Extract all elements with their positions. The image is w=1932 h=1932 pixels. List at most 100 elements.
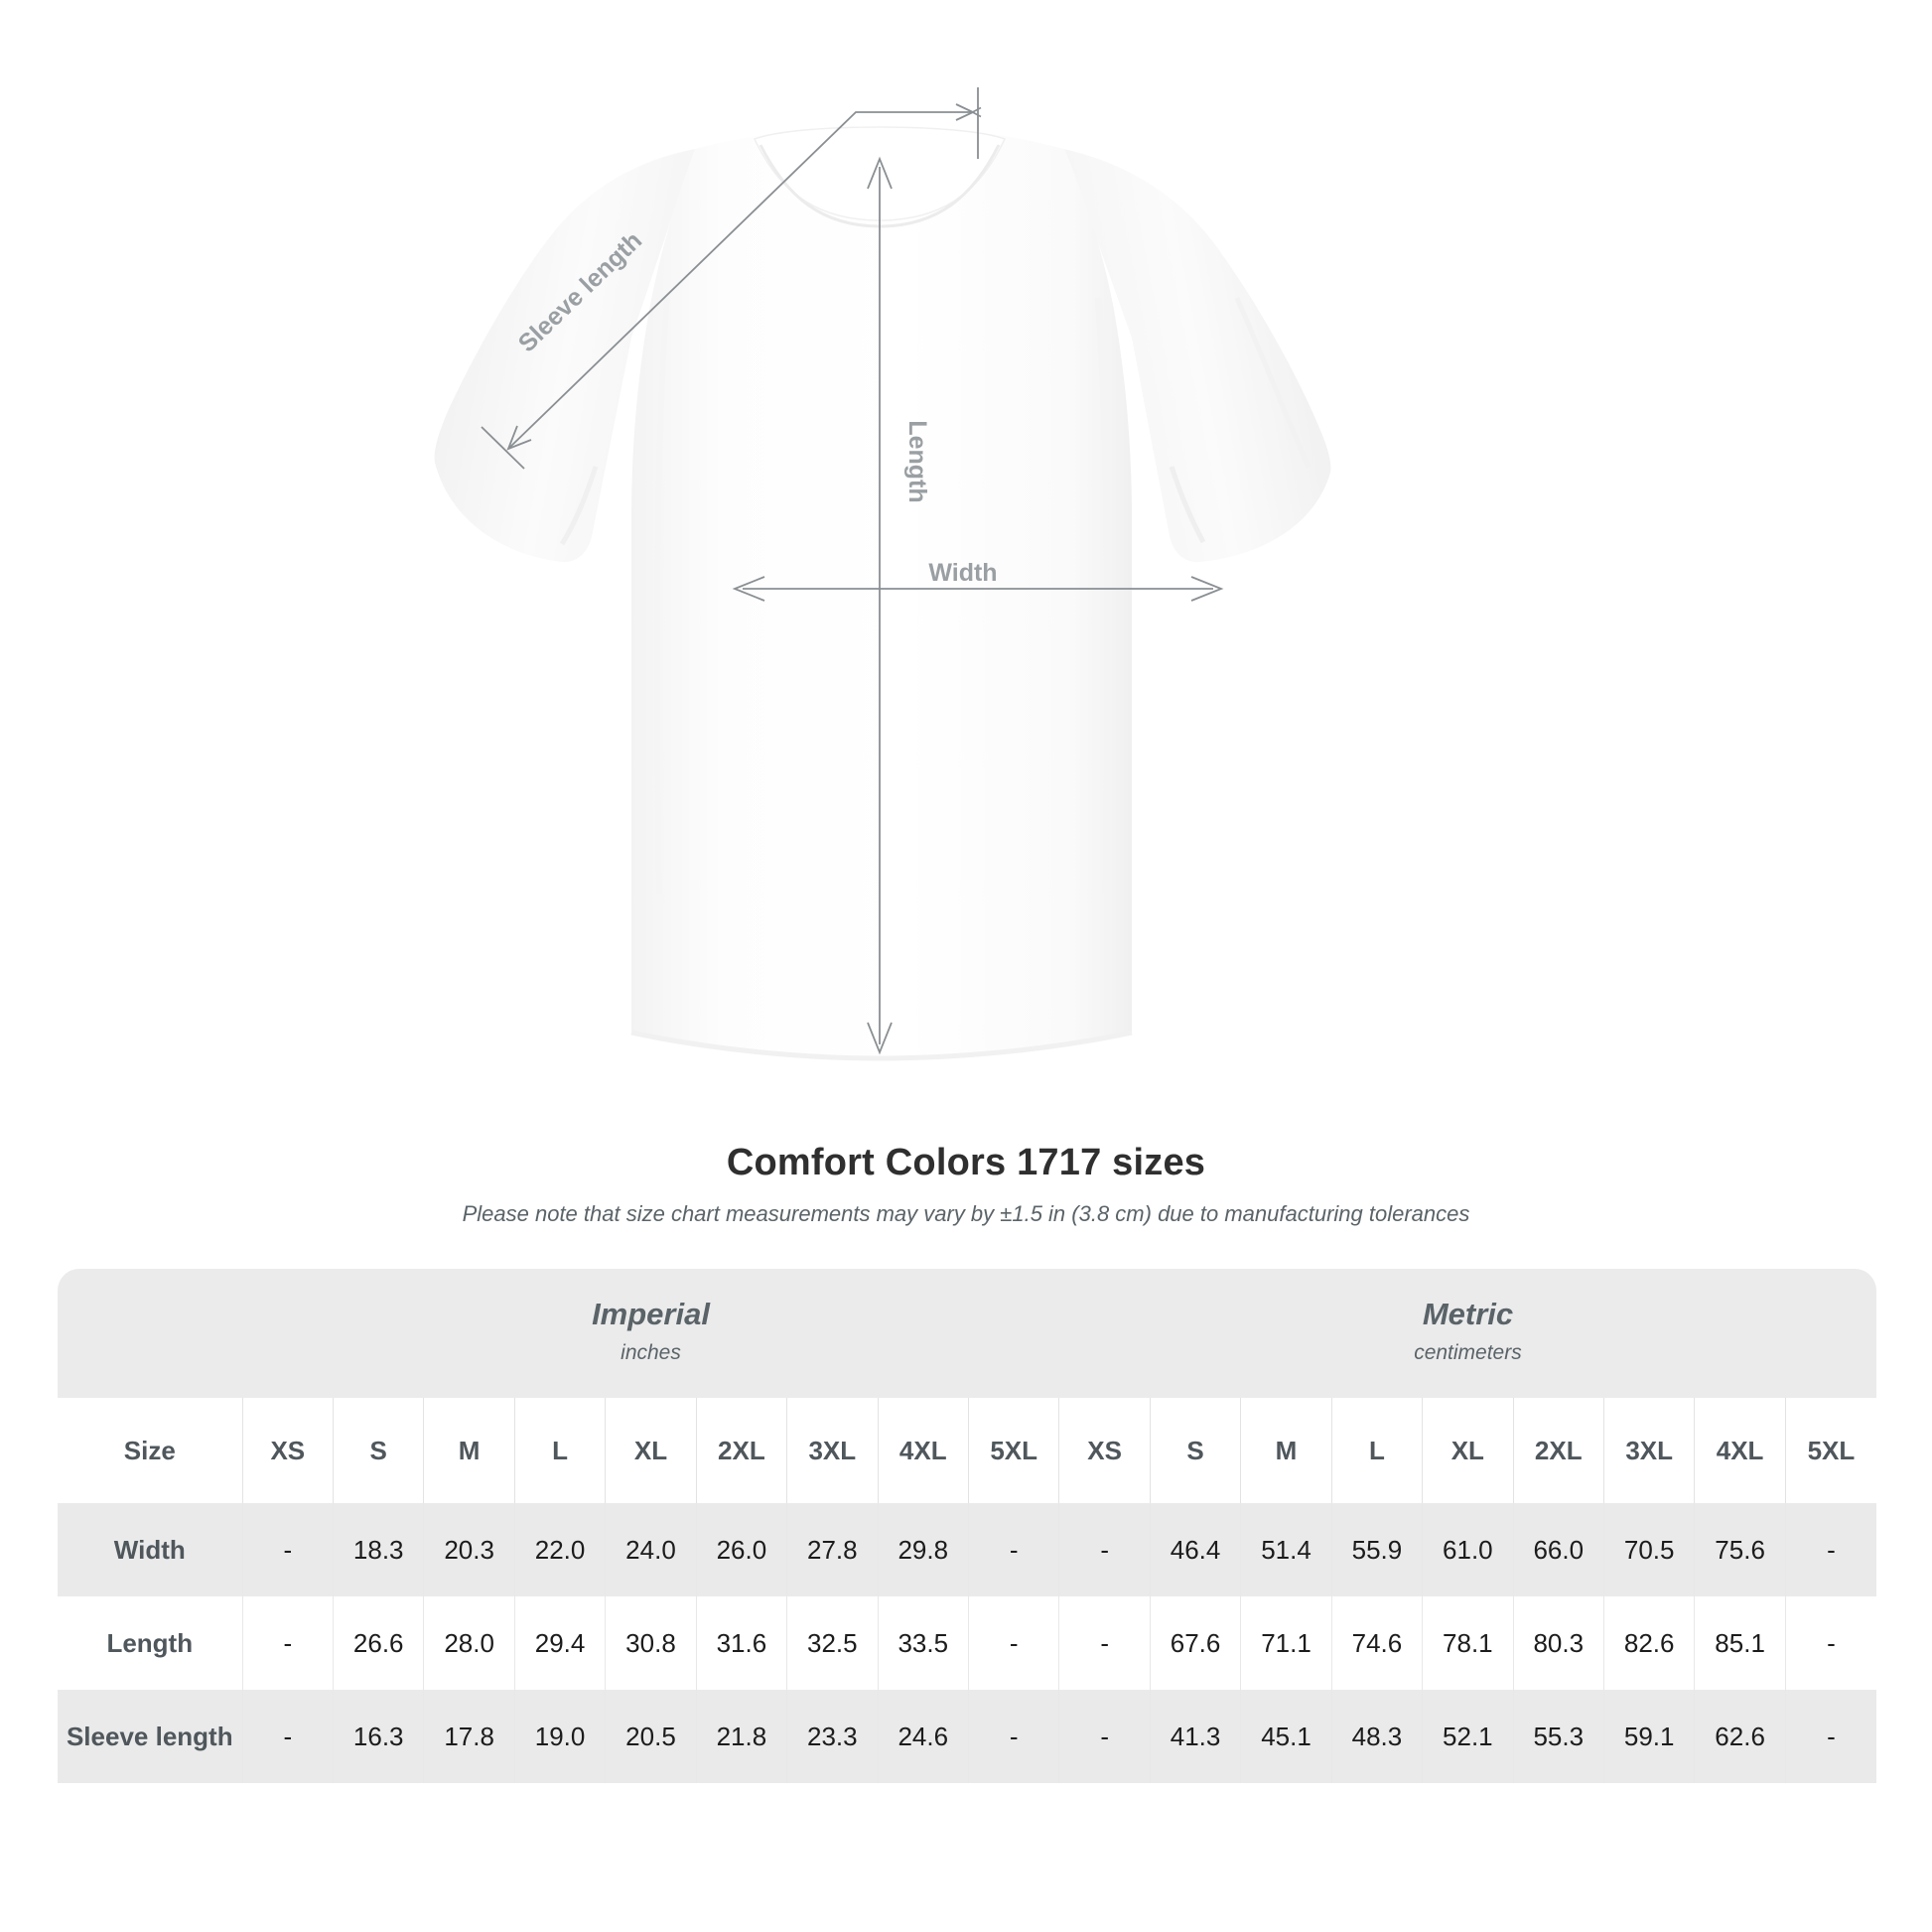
- sleeve-shadow-right: [1234, 297, 1311, 469]
- fold-right: [1094, 297, 1112, 895]
- sleeve-fold-right: [1169, 466, 1206, 544]
- title-block: Comfort Colors 1717 sizes Please note th…: [0, 1140, 1932, 1229]
- cell-length-imperial-s: 26.6: [332, 1596, 424, 1690]
- cell-length-imperial-xs: -: [241, 1596, 334, 1690]
- unit-header-spacer: [58, 1269, 243, 1398]
- cell-width-metric-3xl: 70.5: [1602, 1503, 1695, 1596]
- cell-sleeve-metric-3xl: 59.1: [1602, 1690, 1695, 1783]
- unit-sub-imperial: inches: [621, 1341, 681, 1364]
- header-size-imperial-l: L: [513, 1398, 606, 1503]
- sleeve-fold-left: [559, 466, 599, 546]
- header-size-metric-l: L: [1330, 1398, 1423, 1503]
- width-label: Width: [928, 559, 997, 587]
- tshirt-diagram: Sleeve length Length Width: [434, 87, 1331, 1061]
- cell-width-imperial-xl: 24.0: [605, 1503, 697, 1596]
- unit-header-imperial: Imperial inches: [242, 1269, 1059, 1398]
- header-size-imperial-xl: XL: [605, 1398, 697, 1503]
- table-row: Width - 18.3 20.3 22.0 24.0 26.0 27.8 29…: [58, 1503, 1876, 1596]
- cell-sleeve-metric-xl: 52.1: [1422, 1690, 1514, 1783]
- sleeve-arrow-right: [955, 103, 976, 121]
- cell-sleeve-imperial-4xl: 24.6: [877, 1690, 969, 1783]
- row-label-width: Width: [58, 1503, 243, 1596]
- row-label-sleeve-length: Sleeve length: [58, 1690, 243, 1783]
- cell-sleeve-metric-2xl: 55.3: [1512, 1690, 1604, 1783]
- cell-length-metric-2xl: 80.3: [1512, 1596, 1604, 1690]
- cell-width-metric-xs: -: [1058, 1503, 1151, 1596]
- measurement-guides: [481, 87, 1224, 1055]
- cell-width-metric-l: 55.9: [1330, 1503, 1423, 1596]
- tshirt-illustration: [434, 126, 1331, 1061]
- cell-sleeve-imperial-xl: 20.5: [605, 1690, 697, 1783]
- header-size-metric-xl: XL: [1422, 1398, 1514, 1503]
- cell-sleeve-metric-m: 45.1: [1240, 1690, 1332, 1783]
- cell-width-imperial-4xl: 29.8: [877, 1503, 969, 1596]
- header-size-imperial-2xl: 2XL: [695, 1398, 787, 1503]
- page-title: Comfort Colors 1717 sizes: [726, 1142, 1206, 1183]
- cell-sleeve-imperial-l: 19.0: [513, 1690, 606, 1783]
- header-size-metric-2xl: 2XL: [1512, 1398, 1604, 1503]
- cell-width-metric-xl: 61.0: [1422, 1503, 1514, 1596]
- fold-left: [654, 297, 670, 895]
- cell-length-imperial-xl: 30.8: [605, 1596, 697, 1690]
- cell-sleeve-imperial-xs: -: [241, 1690, 334, 1783]
- tolerance-note: Please note that size chart measurements…: [462, 1201, 1470, 1226]
- header-size-metric-m: M: [1240, 1398, 1332, 1503]
- cell-length-metric-xs: -: [1058, 1596, 1151, 1690]
- unit-name-metric: Metric: [1422, 1297, 1514, 1331]
- cell-sleeve-metric-s: 41.3: [1149, 1690, 1241, 1783]
- length-arrow-bottom: [867, 1022, 893, 1055]
- header-size-imperial-xs: XS: [241, 1398, 334, 1503]
- cell-width-imperial-m: 20.3: [423, 1503, 515, 1596]
- cell-length-metric-m: 71.1: [1240, 1596, 1332, 1690]
- sleeve-length-line: [507, 112, 973, 450]
- cell-sleeve-imperial-m: 17.8: [423, 1690, 515, 1783]
- size-chart-table-container: Imperial inches Metric centimeters Size …: [58, 1269, 1876, 1783]
- cell-sleeve-metric-5xl: -: [1784, 1690, 1876, 1783]
- cell-length-metric-5xl: -: [1784, 1596, 1876, 1690]
- cell-width-metric-5xl: -: [1784, 1503, 1876, 1596]
- header-size-metric-xs: XS: [1058, 1398, 1151, 1503]
- cell-length-imperial-2xl: 31.6: [695, 1596, 787, 1690]
- unit-name-imperial: Imperial: [592, 1297, 710, 1331]
- cell-length-imperial-5xl: -: [967, 1596, 1059, 1690]
- cell-sleeve-imperial-2xl: 21.8: [695, 1690, 787, 1783]
- cell-sleeve-metric-xs: -: [1058, 1690, 1151, 1783]
- width-arrow-right: [1190, 576, 1224, 602]
- unit-sub-metric: centimeters: [1414, 1341, 1522, 1364]
- cell-length-imperial-m: 28.0: [423, 1596, 515, 1690]
- length-label: Length: [903, 420, 931, 502]
- width-arrow-left: [732, 576, 765, 602]
- cell-width-imperial-3xl: 27.8: [786, 1503, 879, 1596]
- cell-length-imperial-3xl: 32.5: [786, 1596, 879, 1690]
- cell-width-metric-2xl: 66.0: [1512, 1503, 1604, 1596]
- cell-length-imperial-l: 29.4: [513, 1596, 606, 1690]
- cell-width-imperial-xs: -: [241, 1503, 334, 1596]
- header-size-metric-5xl: 5XL: [1784, 1398, 1876, 1503]
- table-row: Length - 26.6 28.0 29.4 30.8 31.6 32.5 3…: [58, 1596, 1876, 1690]
- sleeve-arrow-left: [506, 425, 532, 451]
- cell-sleeve-imperial-s: 16.3: [332, 1690, 424, 1783]
- cell-sleeve-imperial-5xl: -: [967, 1690, 1059, 1783]
- header-size-metric-s: S: [1149, 1398, 1241, 1503]
- header-size-metric-4xl: 4XL: [1694, 1398, 1786, 1503]
- unit-header-row: Imperial inches Metric centimeters: [58, 1269, 1876, 1398]
- header-size-imperial-4xl: 4XL: [877, 1398, 969, 1503]
- cell-width-imperial-l: 22.0: [513, 1503, 606, 1596]
- cell-sleeve-metric-4xl: 62.6: [1694, 1690, 1786, 1783]
- cell-length-metric-4xl: 85.1: [1694, 1596, 1786, 1690]
- table-row: Sleeve length - 16.3 17.8 19.0 20.5 21.8…: [58, 1690, 1876, 1783]
- shirt-body: [631, 127, 1132, 1060]
- unit-header-metric: Metric centimeters: [1058, 1269, 1876, 1398]
- size-header-row: Size XS S M L XL 2XL 3XL 4XL 5XL XS S M …: [58, 1398, 1876, 1503]
- header-size-imperial-m: M: [423, 1398, 515, 1503]
- cell-width-imperial-s: 18.3: [332, 1503, 424, 1596]
- header-size-imperial-s: S: [332, 1398, 424, 1503]
- cell-width-imperial-5xl: -: [967, 1503, 1059, 1596]
- cell-length-metric-3xl: 82.6: [1602, 1596, 1695, 1690]
- header-size-imperial-5xl: 5XL: [967, 1398, 1059, 1503]
- cell-width-metric-s: 46.4: [1149, 1503, 1241, 1596]
- right-sleeve: [1064, 149, 1331, 563]
- cell-width-metric-m: 51.4: [1240, 1503, 1332, 1596]
- left-sleeve: [434, 149, 695, 563]
- cell-length-metric-s: 67.6: [1149, 1596, 1241, 1690]
